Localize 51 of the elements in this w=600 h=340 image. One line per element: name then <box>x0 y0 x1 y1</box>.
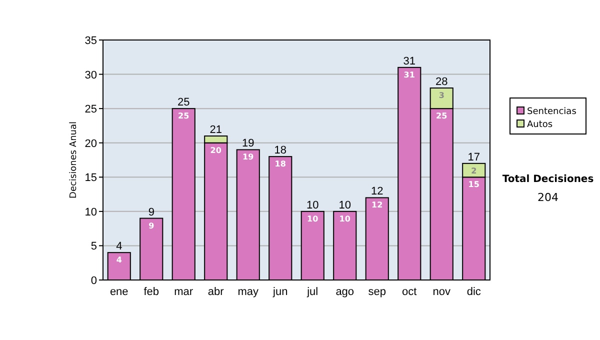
y-tick-label: 20 <box>84 138 97 150</box>
data-label: 10 <box>307 214 319 224</box>
y-tick-label: 10 <box>84 206 97 218</box>
data-label: 18 <box>274 160 286 169</box>
y-tick-label: 5 <box>90 240 97 253</box>
data-label: 9 <box>148 221 155 230</box>
y-tick-label: 35 <box>84 35 97 47</box>
x-tick-label: oct <box>402 286 417 298</box>
x-tick-label: jun <box>272 286 288 298</box>
total-label: 28 <box>436 76 448 88</box>
y-tick-label: 15 <box>84 172 97 184</box>
total-label: 10 <box>338 199 351 212</box>
total-label: 9 <box>148 206 154 218</box>
data-label: 3 <box>438 91 444 100</box>
y-tick-label: 0 <box>90 275 97 287</box>
legend-label: Autos <box>527 120 553 130</box>
x-tick-label: may <box>238 286 260 298</box>
data-label: 12 <box>372 200 383 210</box>
data-label: 15 <box>468 180 480 190</box>
data-label: 10 <box>339 214 351 224</box>
data-label: 19 <box>242 152 254 162</box>
x-tick-label: nov <box>432 286 451 298</box>
x-tick-label: sep <box>368 286 386 298</box>
y-tick-label: 30 <box>84 69 97 82</box>
x-tick-label: dic <box>466 286 482 298</box>
data-label: 20 <box>210 146 222 155</box>
x-tick-label: mar <box>174 286 194 298</box>
data-label: 25 <box>178 112 190 121</box>
x-tick-label: ago <box>336 286 354 298</box>
y-axis-title: Decisiones Anual <box>69 122 79 198</box>
total-label: 17 <box>468 151 480 164</box>
total-label: 4 <box>116 240 122 253</box>
y-tick-label: 25 <box>84 104 97 116</box>
x-tick-label: abr <box>208 286 224 298</box>
text: 204 <box>538 191 558 204</box>
x-tick-label: feb <box>144 286 160 298</box>
x-tick-label: jul <box>306 286 318 298</box>
total-label: 12 <box>371 186 384 198</box>
total-label: 25 <box>178 96 190 109</box>
total-label: 10 <box>306 199 319 212</box>
legend-label: Sentencias <box>527 107 577 117</box>
total-label: 19 <box>242 138 254 150</box>
data-label: 31 <box>404 70 416 80</box>
total-label: 31 <box>403 55 416 68</box>
text: Total Decisiones <box>502 174 594 185</box>
data-label: 4 <box>116 256 122 265</box>
data-label: 2 <box>471 166 477 176</box>
data-label: 25 <box>436 112 448 121</box>
x-tick-label: ene <box>110 286 128 298</box>
total-label: 21 <box>210 124 222 136</box>
total-label: 18 <box>274 144 286 157</box>
